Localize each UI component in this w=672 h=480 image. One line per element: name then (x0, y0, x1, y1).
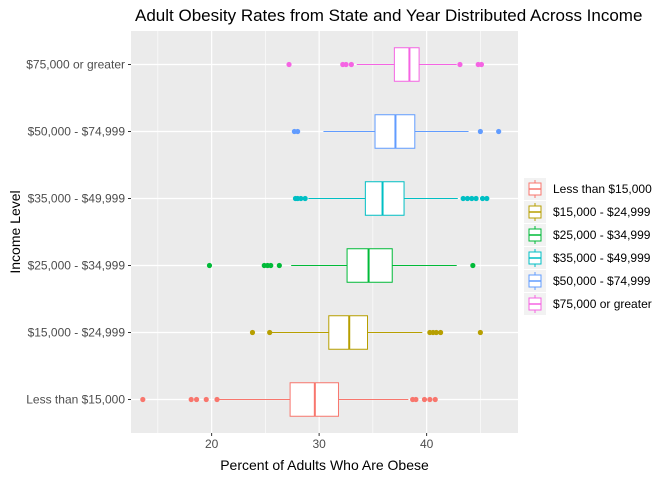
outlier-point (469, 195, 475, 202)
box-4 (292, 181, 490, 216)
outlier-point (249, 329, 256, 336)
iqr-box (346, 248, 393, 283)
x-axis-tick-labels: 20 30 40 (205, 433, 434, 451)
outlier-point (479, 195, 486, 202)
outlier-point (421, 396, 428, 403)
outlier-point (478, 61, 485, 68)
chart-title: Adult Obesity Rates from State and Year … (135, 6, 642, 25)
outlier-point (433, 329, 439, 336)
outlier-point (302, 195, 308, 202)
outlier-point (477, 128, 483, 135)
outlier-point (432, 396, 438, 403)
outlier-point (413, 396, 419, 403)
x-tick-label: 40 (420, 437, 434, 451)
y-axis-title: Income Level (7, 190, 23, 273)
legend: Less than $15,000 $15,000 - $24,999 $25,00… (524, 178, 652, 315)
outlier-point (193, 396, 200, 403)
outlier-point (460, 195, 466, 202)
outlier-point (457, 61, 463, 68)
outlier-point (276, 262, 282, 269)
box-6 (286, 47, 485, 82)
x-tick-label: 30 (312, 437, 326, 451)
legend-item: $15,000 - $24,999 (524, 201, 651, 223)
outlier-point (427, 396, 433, 403)
legend-item: $75,000 or greater (524, 293, 652, 315)
outlier-point (140, 396, 146, 403)
plot-panel (131, 31, 518, 433)
box-1 (140, 382, 438, 417)
outlier-point (464, 195, 471, 202)
outlier-point (298, 195, 304, 202)
outlier-point (295, 128, 301, 135)
outlier-point (484, 195, 490, 202)
y-tick-label: $25,000 - $34,999 (28, 259, 126, 273)
outlier-point (203, 396, 209, 403)
y-tick-label: $50,000 - $74,999 (28, 125, 126, 139)
legend-label: Less than $15,000 (553, 182, 652, 196)
minor-gridlines (157, 31, 481, 433)
legend-item: $25,000 - $34,999 (524, 224, 651, 246)
legend-label: $25,000 - $34,999 (553, 228, 651, 242)
iqr-box (364, 181, 405, 216)
x-axis-title: Percent of Adults Who Are Obese (220, 457, 429, 473)
outlier-point (188, 396, 194, 403)
outlier-point (267, 329, 273, 336)
legend-label: $35,000 - $49,999 (553, 251, 651, 265)
outlier-point (470, 262, 476, 269)
legend-item: Less than $15,000 (524, 178, 652, 200)
legend-label: $15,000 - $24,999 (553, 205, 651, 219)
outlier-point (473, 195, 479, 202)
y-axis-tick-labels: Less than $15,000 $15,000 - $24,999 $25,00… (26, 58, 131, 407)
y-tick-label: Less than $15,000 (26, 393, 125, 407)
y-tick-label: $15,000 - $24,999 (28, 326, 126, 340)
box-2 (249, 315, 483, 350)
legend-item: $35,000 - $49,999 (524, 247, 651, 269)
outlier-point (438, 329, 444, 336)
x-tick-label: 20 (205, 437, 219, 451)
legend-item: $50,000 - $74,999 (524, 270, 651, 292)
outlier-point (214, 396, 220, 403)
boxes-layer (140, 47, 502, 417)
outlier-point (477, 329, 483, 336)
outlier-point (286, 61, 292, 68)
y-tick-label: $75,000 or greater (26, 58, 125, 72)
outlier-point (343, 61, 349, 68)
box-3 (206, 248, 476, 283)
y-tick-label: $35,000 - $49,999 (28, 192, 126, 206)
outlier-point (206, 262, 213, 269)
outlier-point (268, 262, 274, 269)
legend-label: $50,000 - $74,999 (553, 274, 651, 288)
iqr-box (393, 47, 420, 82)
legend-label: $75,000 or greater (553, 297, 652, 311)
iqr-box (328, 315, 368, 350)
outlier-point (348, 61, 354, 68)
box-5 (291, 114, 502, 149)
outlier-point (496, 128, 502, 135)
